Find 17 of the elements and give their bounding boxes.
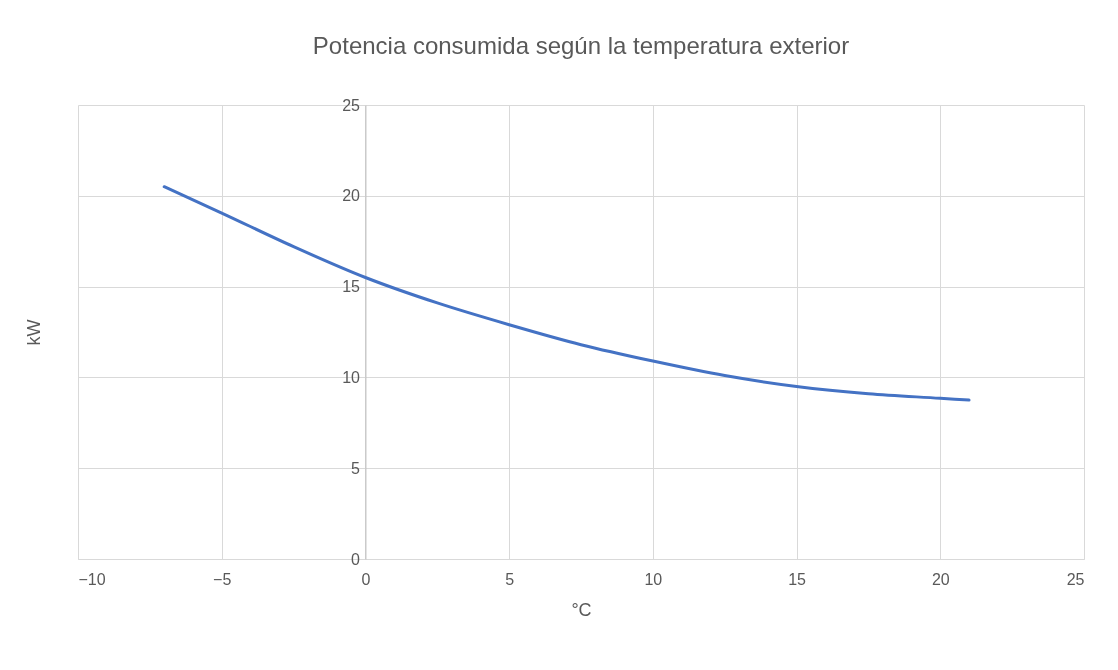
x-tick-label: 10 — [644, 570, 663, 588]
x-axis-title: °C — [571, 599, 592, 620]
y-tick-label: 20 — [342, 187, 361, 205]
x-tick-label: −5 — [213, 570, 232, 588]
y-tick-label: 10 — [342, 368, 361, 386]
x-tick-label: −10 — [78, 570, 106, 588]
y-tick-label: 25 — [342, 96, 361, 114]
y-tick-label: 15 — [342, 278, 361, 296]
y-tick-label: 0 — [351, 550, 361, 568]
line-series — [162, 185, 971, 402]
x-tick-label: 20 — [931, 570, 950, 588]
x-tick-label: 5 — [505, 570, 515, 588]
y-axis-title: kW — [23, 319, 44, 346]
x-tick-label: 15 — [788, 570, 807, 588]
y-tick-label: 5 — [351, 459, 361, 477]
chart-title: Potencia consumida según la temperatura exterior — [312, 32, 850, 59]
x-tick-label: 25 — [1066, 570, 1085, 588]
